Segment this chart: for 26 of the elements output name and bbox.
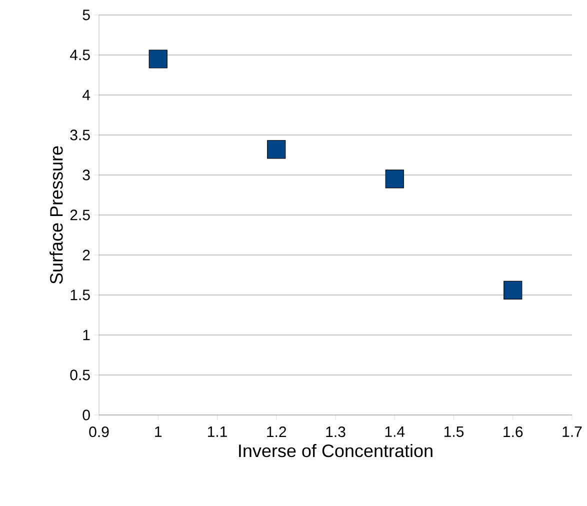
y-tick-label: 1 bbox=[83, 330, 90, 340]
x-tick-label: 1.2 bbox=[267, 426, 286, 437]
point bbox=[148, 50, 168, 68]
y-tick-label: 5 bbox=[82, 10, 90, 20]
y-tick-label: 3 bbox=[82, 170, 90, 180]
y-tick-label: 2.5 bbox=[70, 210, 90, 220]
point bbox=[267, 140, 286, 159]
y-tick-label: 1.5 bbox=[70, 290, 90, 300]
y-tick-label: 0.5 bbox=[70, 370, 90, 380]
y-tick-label: 4 bbox=[82, 90, 90, 100]
point bbox=[504, 280, 522, 300]
x-tick-label: 1 bbox=[155, 426, 162, 437]
point bbox=[385, 170, 404, 188]
x-tick-label: 1.1 bbox=[208, 426, 227, 437]
y-tick-label: 2 bbox=[82, 250, 90, 260]
x-tick-label: 0.9 bbox=[89, 426, 109, 438]
x-tick-label: 1.3 bbox=[326, 426, 346, 438]
y-tick-label: 3.5 bbox=[70, 130, 90, 140]
x-axis-title: Inverse of Concentration bbox=[239, 444, 432, 458]
y-tick-label: 4.5 bbox=[70, 50, 90, 60]
x-tick-label: 1.5 bbox=[444, 426, 464, 437]
x-tick-label: 1.6 bbox=[504, 426, 523, 438]
x-tick-label: 1.7 bbox=[562, 426, 582, 437]
y-axis-title: Surface Pressure bbox=[50, 146, 63, 284]
y-tick-label: 0 bbox=[82, 410, 90, 420]
x-tick-label: 1.4 bbox=[385, 426, 405, 437]
